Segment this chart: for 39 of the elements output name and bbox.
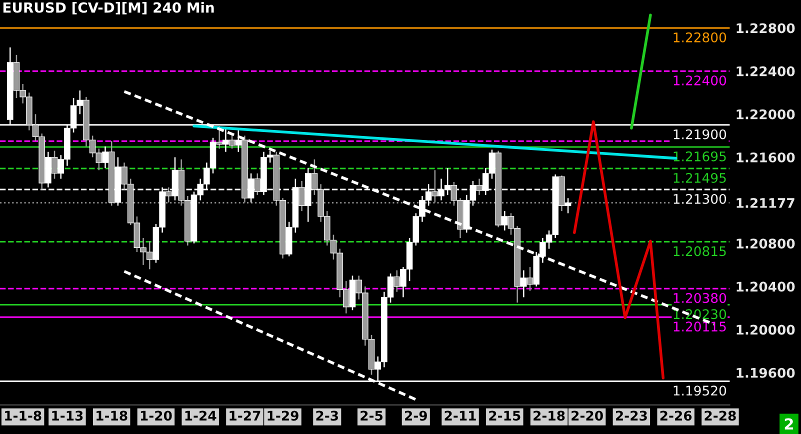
y-tick-label: 1.21177	[736, 198, 794, 208]
x-tick-label: 2-26	[660, 410, 692, 421]
y-tick-label: 1.22400	[736, 66, 795, 76]
y-tick-label: 1.20000	[736, 324, 795, 335]
line-series	[572, 120, 665, 380]
x-tick-label: 1-18	[96, 410, 128, 421]
y-tick-label: 1.20800	[736, 238, 795, 249]
x-tick-label: 2-23	[616, 410, 647, 421]
x-tick-label: 2-11	[444, 410, 476, 421]
ref-line-label: 1.21300	[674, 194, 726, 204]
text: 2	[784, 418, 793, 430]
y-tick-label: 1.20400	[736, 282, 795, 292]
ref-line-label: 1.21495	[674, 172, 726, 183]
y-tick-label: 1.19600	[736, 368, 795, 378]
ref-line-label: 1.20115	[674, 322, 726, 332]
ref-line-label: 1.22800	[674, 32, 726, 42]
ref-line-label: 1.19520	[674, 386, 726, 396]
x-tick-label: 1-1-8	[5, 410, 42, 421]
ref-line-label: 1.21900	[674, 129, 726, 140]
chart-title: EURUSD [CV-D][M] 240 Min	[3, 2, 214, 14]
x-tick-label: 1-29	[268, 410, 298, 421]
x-tick-label: 2-3	[316, 410, 338, 421]
ref-line-label: 1.22400	[674, 75, 726, 86]
x-tick-label: 1-13	[52, 410, 83, 421]
ref-line-label: 1.20815	[674, 246, 726, 256]
ref-line-label: 1.21695	[674, 151, 726, 162]
y-tick-label: 1.21600	[736, 152, 795, 162]
x-tick-label: 2-15	[489, 410, 520, 421]
x-tick-label: 2-5	[360, 410, 383, 421]
x-tick-label: 1-20	[140, 410, 172, 421]
y-tick-label: 1.22800	[736, 23, 795, 34]
x-tick-label: 1-27	[230, 410, 260, 421]
y-tick-label: 1.22000	[736, 109, 795, 120]
x-tick-label: 2-20	[572, 410, 603, 421]
x-tick-label: 2-28	[704, 410, 736, 421]
ref-line-label: 1.20380	[674, 293, 726, 303]
x-tick-label: 2-18	[534, 410, 565, 421]
x-tick-label: 1-24	[185, 410, 216, 421]
x-tick-label: 2-9	[405, 410, 427, 421]
